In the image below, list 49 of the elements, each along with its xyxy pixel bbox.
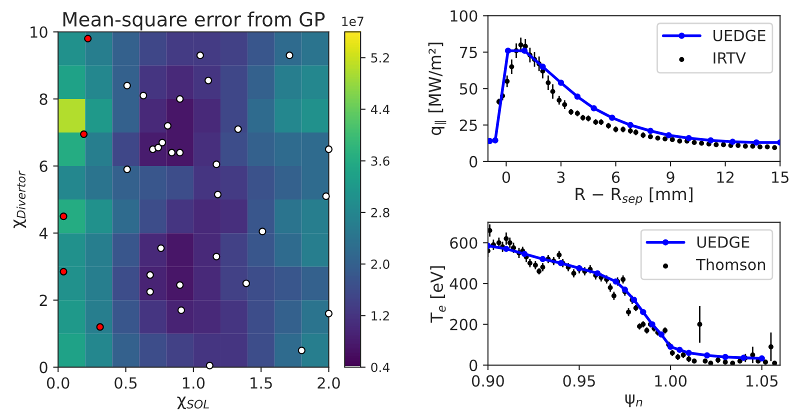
- color-bar-label: 2.8: [371, 208, 390, 218]
- x-tick-label: 1.5: [250, 377, 272, 389]
- x-tick-label: 2.0: [318, 377, 340, 389]
- color-bar-label: 3.6: [371, 156, 390, 166]
- color-bar-label: 1.2: [372, 311, 389, 320]
- text: 1e7: [342, 16, 364, 26]
- y-axis-title: q$_{∥}$ [MW/m²]: [428, 42, 446, 136]
- x-tick-label: 6: [612, 171, 620, 184]
- legend-label: UEDGE: [714, 30, 766, 42]
- y-axis-title: T$_{e}$ [eV]: [430, 266, 446, 323]
- x-axis-title: χ$_{SOL}$: [177, 396, 209, 410]
- y-tick-label: 200: [450, 318, 478, 330]
- legend-label: Thomson: [696, 258, 766, 270]
- y-tick-label: 10: [30, 26, 48, 38]
- y-tick-label: 0: [470, 360, 478, 372]
- y-tick-label: 400: [450, 278, 478, 290]
- x-tick-label: 1.05: [746, 375, 778, 387]
- y-tick-label: 0: [470, 156, 478, 168]
- y-tick-label: 8: [40, 93, 48, 105]
- x-tick-label: 0.90: [472, 375, 504, 387]
- y-tick-label: 75: [460, 46, 477, 58]
- x-tick-label: 9: [666, 171, 674, 184]
- x-tick-label: 3: [557, 171, 565, 184]
- color-bar-label: 4.4: [370, 104, 390, 114]
- x-tick-label: 0.0: [46, 377, 70, 389]
- legend-label: IRTV: [714, 52, 746, 64]
- y-tick-label: 600: [450, 237, 478, 249]
- x-axis-title: ψ$_{n}$: [625, 394, 642, 408]
- y-tick-label: 2: [40, 294, 47, 306]
- x-tick-label: 1.0: [182, 377, 205, 389]
- color-bar-label: 2.0: [371, 260, 390, 269]
- y-tick-label: 50: [460, 83, 478, 95]
- y-tick-label: 0: [40, 362, 48, 374]
- x-tick-label: 1.00: [655, 375, 687, 387]
- x-tick-label: 0.95: [563, 375, 595, 387]
- legend-label: UEDGE: [697, 236, 750, 248]
- color-bar-label: 0.4: [371, 362, 390, 372]
- x-tick-label: 0: [502, 171, 510, 184]
- y-tick-label: 25: [460, 119, 477, 132]
- y-tick-label: 100: [450, 10, 478, 22]
- x-tick-label: 12: [717, 171, 734, 183]
- chart-title: Mean-square error from GP: [63, 12, 325, 30]
- y-tick-label: 6: [40, 160, 48, 172]
- y-tick-label: 4: [39, 228, 48, 239]
- x-tick-label: 0.5: [114, 377, 137, 389]
- x-axis-title: R − R$_{sep}$ [mm]: [576, 187, 692, 206]
- color-bar-label: 5.2: [371, 53, 389, 63]
- x-tick-label: 15: [772, 172, 788, 184]
- y-axis-title: χ$_{Divertor}$: [14, 170, 26, 228]
